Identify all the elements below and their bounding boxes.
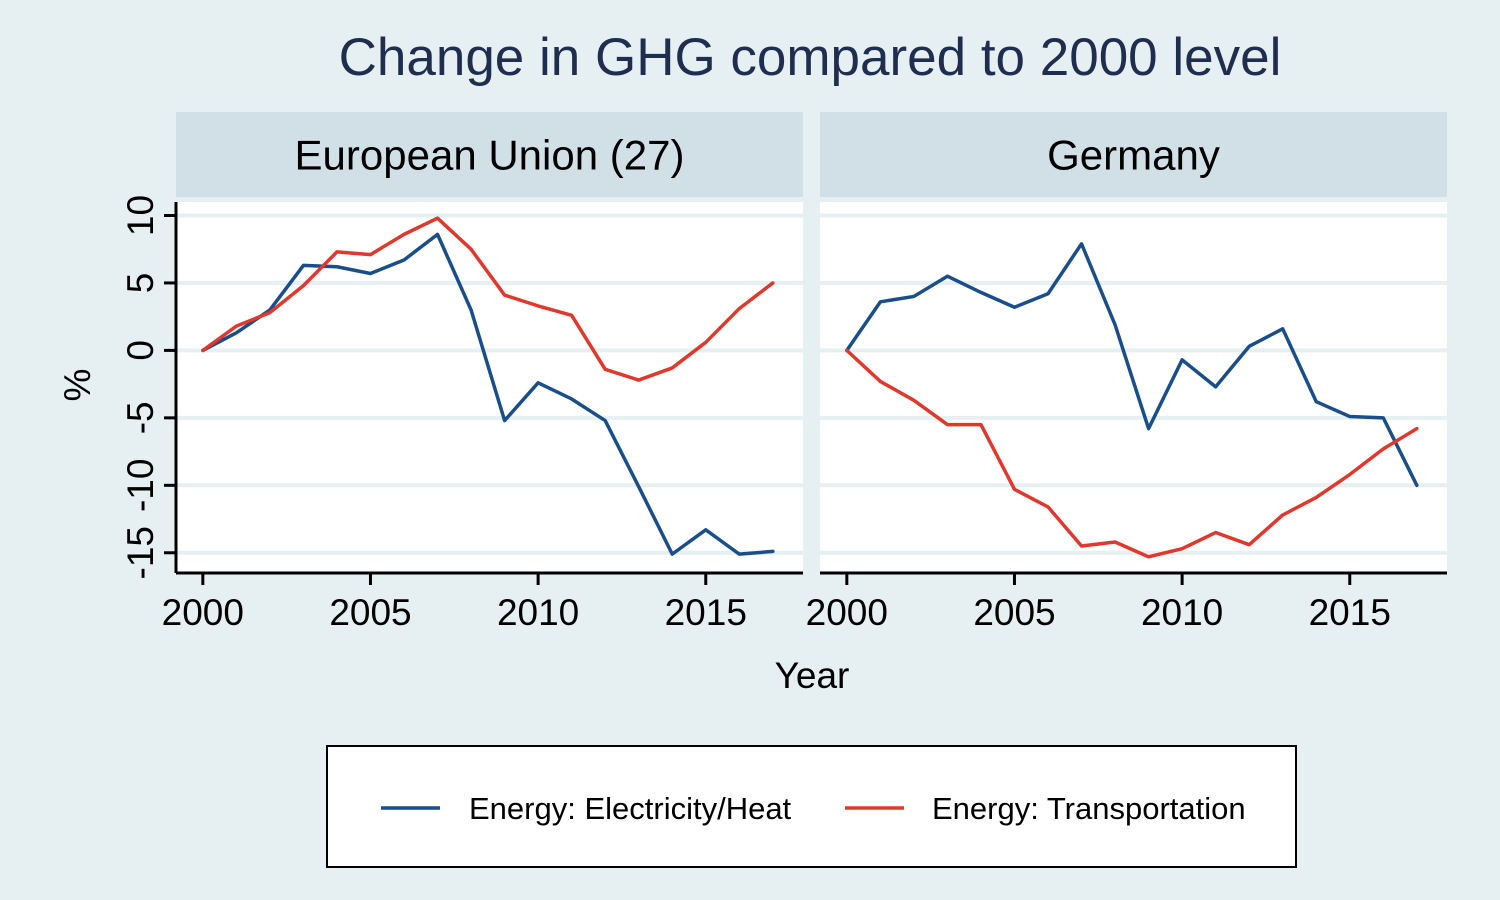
x-tick-label: 2000 <box>162 592 244 633</box>
y-tick-label: 0 <box>120 340 161 361</box>
y-tick-label: -10 <box>120 459 161 512</box>
x-tick-label: 2005 <box>329 592 411 633</box>
legend-box <box>326 745 1297 868</box>
y-axis-title: % <box>57 369 98 402</box>
panel-european-union-27: European Union (27) 2000 2005 2010 2015 -15 -1… <box>120 112 803 633</box>
x-tick-label: 2015 <box>665 592 747 633</box>
y-tick-label: -5 <box>120 401 161 434</box>
panel-title: European Union (27) <box>295 132 685 179</box>
series-line-energy-electricity-heat <box>201 232 775 556</box>
series-line-energy-transportation <box>845 348 1419 559</box>
series-line-energy-electricity-heat <box>845 242 1419 488</box>
plot-area <box>176 202 803 573</box>
series-line-energy-transportation <box>201 216 775 382</box>
x-tick-label: 2005 <box>973 592 1055 633</box>
panel-title: Germany <box>1047 132 1220 179</box>
panel-header <box>176 112 803 197</box>
chart-title: Change in GHG compared to 2000 level <box>339 28 1282 87</box>
y-tick-label: 5 <box>120 273 161 294</box>
x-tick-label: 2010 <box>497 592 579 633</box>
x-tick-label: 2010 <box>1141 592 1223 633</box>
panels: European Union (27) 2000 2005 2010 2015 -15 -1… <box>120 112 1447 633</box>
legend: Energy: Electricity/Heat Energy: Transpo… <box>326 745 1297 868</box>
x-tick-label: 2015 <box>1309 592 1391 633</box>
legend-label-transportation: Energy: Transportation <box>932 791 1246 826</box>
legend-label-electricity-heat: Energy: Electricity/Heat <box>469 791 792 826</box>
x-tick-label: 2000 <box>806 592 888 633</box>
y-tick-label: -15 <box>120 526 161 579</box>
panel-germany: Germany 2000 2005 2010 2015 <box>806 112 1447 633</box>
panel-header <box>820 112 1447 197</box>
y-tick-label: 10 <box>120 195 161 236</box>
x-axis-title: Year <box>775 655 850 696</box>
